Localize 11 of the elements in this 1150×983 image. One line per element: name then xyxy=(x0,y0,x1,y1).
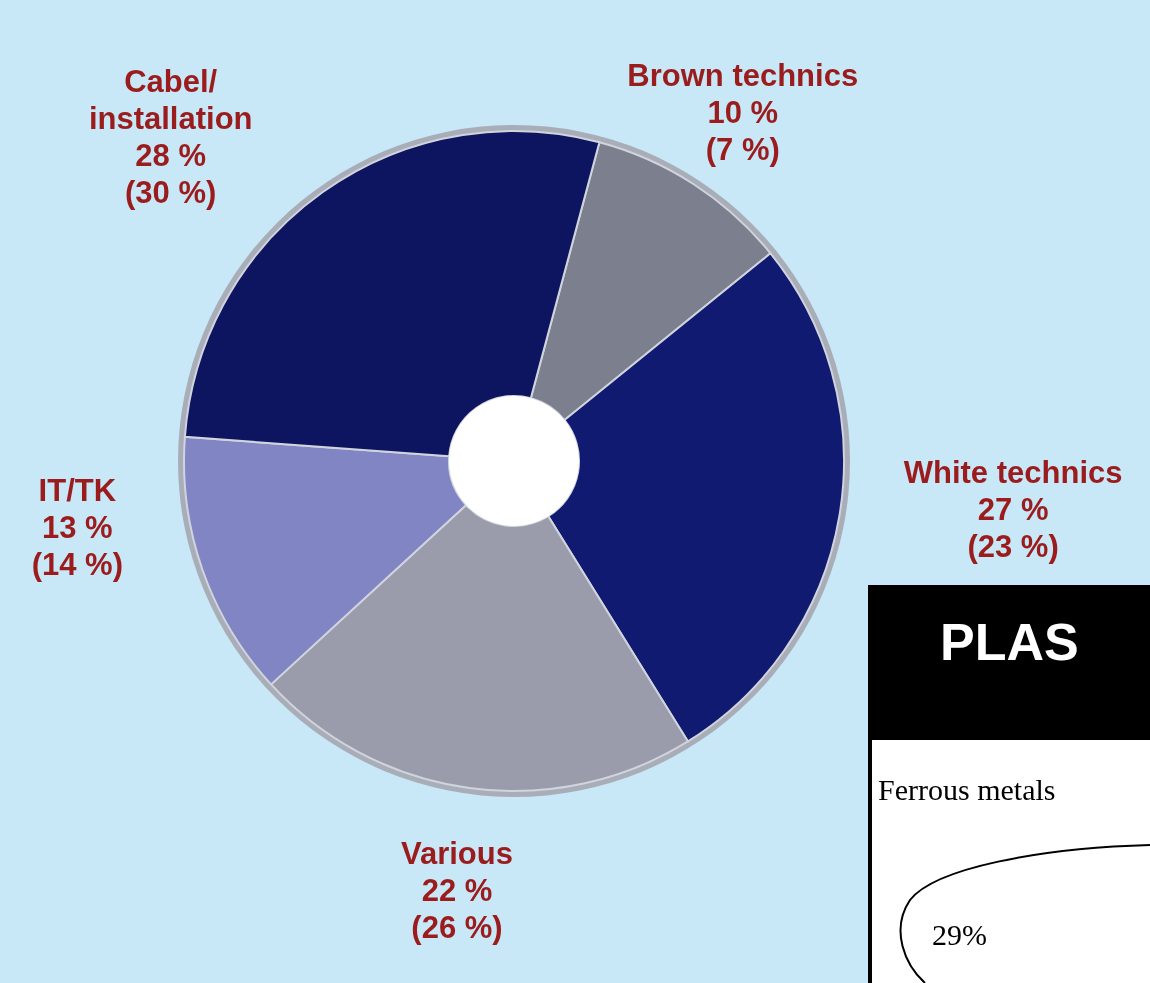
data-label: 10 % (7 %) xyxy=(705,94,780,167)
slice-label: Brown technics xyxy=(627,57,859,93)
slice-label: Cabel/ installation xyxy=(88,63,253,136)
data-label: 22 % (26 %) xyxy=(411,873,503,946)
data-label: 27 % (23 %) xyxy=(967,492,1059,565)
slice-label: Various xyxy=(401,836,513,872)
data-label: 28 % (30 %) xyxy=(125,137,217,210)
slice-label: IT/TK xyxy=(38,473,117,509)
slice-label: White technics xyxy=(903,455,1123,491)
inset-panel: PLAS Ferrous metals 29% xyxy=(868,585,1150,983)
data-label: 13 % (14 %) xyxy=(31,510,124,583)
